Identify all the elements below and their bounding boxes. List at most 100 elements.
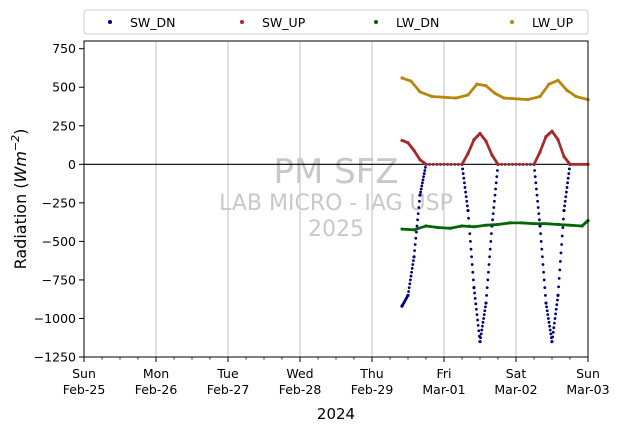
data-point	[410, 266, 414, 270]
data-point	[407, 286, 411, 290]
y-tick-label: 500	[52, 80, 76, 95]
data-point	[485, 293, 488, 297]
data-point	[406, 293, 410, 297]
data-point	[421, 181, 424, 185]
data-point	[564, 195, 568, 199]
x-tick-date: Feb-26	[135, 382, 178, 397]
data-point	[529, 162, 532, 166]
data-point	[534, 181, 538, 185]
y-axis: 750 500 250 0 −250 −500 −750 −1000 −1250	[34, 41, 84, 365]
x-tick-day: Sun	[72, 366, 96, 381]
data-point	[446, 162, 449, 166]
data-point	[420, 184, 424, 188]
data-point	[464, 195, 468, 199]
data-point	[472, 278, 475, 282]
legend-marker	[510, 20, 514, 24]
data-point	[481, 324, 484, 328]
data-point	[540, 247, 544, 251]
data-point	[494, 187, 497, 191]
data-point	[556, 293, 560, 297]
watermark-line-2: LAB MICRO - IAG USP	[219, 191, 453, 216]
data-point	[484, 301, 488, 305]
data-point	[439, 162, 442, 166]
data-point	[565, 190, 568, 194]
legend-label: LW_DN	[396, 15, 439, 30]
x-tick-day: Wed	[286, 366, 313, 381]
x-tick-label: Wed Feb-28	[279, 366, 322, 397]
data-point	[461, 167, 464, 171]
legend: SW_DN SW_UP LW_DN LW_UP	[83, 9, 589, 35]
data-point	[553, 317, 557, 320]
data-point	[471, 270, 475, 274]
data-point	[484, 305, 487, 309]
y-tick-label: 0	[68, 157, 76, 172]
data-point	[566, 181, 569, 185]
x-tick-day: Tue	[216, 366, 239, 381]
data-point	[539, 232, 542, 236]
data-point	[546, 313, 550, 317]
data-point	[482, 313, 486, 317]
data-point	[549, 332, 553, 336]
data-point	[544, 301, 548, 305]
data-point	[538, 218, 541, 222]
data-point	[478, 339, 482, 344]
y-axis-label-exponent: −2	[9, 135, 22, 151]
y-tick-label: −1000	[34, 311, 76, 326]
data-point	[496, 169, 499, 172]
watermark-line-3: 2025	[308, 217, 364, 242]
data-point	[467, 216, 470, 220]
data-point	[491, 212, 495, 216]
data-point	[486, 278, 490, 282]
data-point	[483, 309, 487, 313]
data-point	[563, 199, 567, 203]
data-point	[489, 239, 493, 243]
data-point	[559, 251, 563, 255]
y-tick-label: −750	[42, 272, 76, 287]
data-point	[472, 286, 476, 290]
legend-label: SW_UP	[262, 15, 306, 30]
data-point	[496, 162, 500, 166]
data-point	[419, 190, 422, 194]
data-point	[541, 263, 545, 266]
data-point	[476, 324, 480, 327]
plot-area	[84, 41, 588, 357]
data-point	[551, 335, 554, 339]
data-point	[468, 232, 472, 236]
data-point	[562, 208, 566, 213]
data-point	[407, 290, 410, 293]
data-point	[469, 239, 472, 243]
data-point	[419, 187, 423, 191]
data-point	[551, 330, 555, 334]
x-tick-date: Feb-27	[207, 382, 250, 397]
data-point	[409, 274, 413, 278]
data-point	[525, 162, 529, 166]
data-point	[424, 166, 427, 169]
data-point	[500, 162, 503, 166]
legend-label: LW_UP	[532, 15, 574, 30]
data-point	[560, 234, 564, 238]
data-point	[422, 172, 426, 175]
data-point	[435, 162, 439, 166]
data-point	[488, 255, 491, 259]
legend-marker	[240, 20, 244, 24]
x-axis-label: 2024	[317, 405, 355, 423]
y-tick-label: −250	[42, 195, 76, 210]
x-tick-date: Feb-29	[351, 382, 394, 397]
y-axis-label-prefix: Radiation (	[11, 182, 30, 269]
data-point	[552, 326, 556, 330]
data-point	[558, 268, 562, 272]
x-tick-label: Tue Feb-27	[207, 366, 250, 397]
data-point	[457, 162, 460, 166]
data-point	[545, 305, 548, 309]
data-point	[536, 206, 540, 209]
data-point	[415, 230, 418, 234]
data-point	[475, 313, 479, 317]
data-point	[474, 302, 478, 306]
x-tick-label: Fri Mar-01	[422, 366, 465, 397]
data-point	[428, 162, 431, 166]
data-point	[537, 212, 541, 216]
x-tick-date: Feb-28	[279, 382, 322, 397]
data-point	[543, 286, 547, 290]
data-point	[424, 162, 428, 166]
